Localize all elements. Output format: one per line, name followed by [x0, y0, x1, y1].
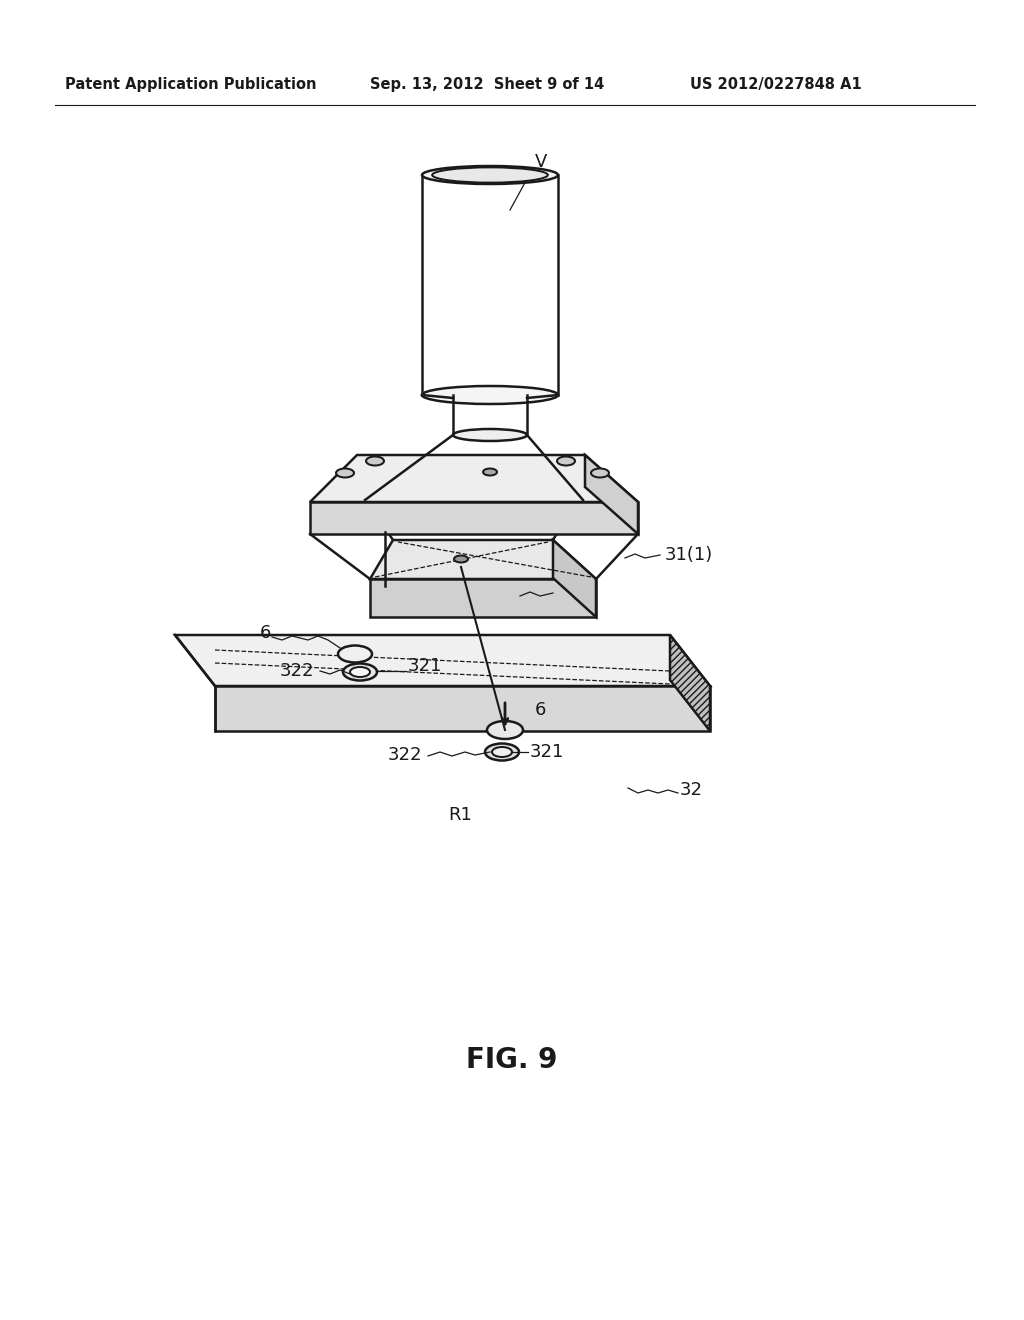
Text: FIG. 9: FIG. 9	[466, 1045, 558, 1074]
Text: US 2012/0227848 A1: US 2012/0227848 A1	[690, 78, 862, 92]
Ellipse shape	[338, 645, 372, 663]
Ellipse shape	[483, 469, 497, 475]
Ellipse shape	[432, 168, 548, 182]
Ellipse shape	[485, 743, 519, 760]
Ellipse shape	[350, 667, 370, 677]
Polygon shape	[175, 635, 710, 686]
Ellipse shape	[366, 457, 384, 466]
Text: R1: R1	[449, 807, 472, 824]
Text: Patent Application Publication: Patent Application Publication	[65, 78, 316, 92]
Text: 322: 322	[280, 663, 314, 680]
Text: 321: 321	[408, 657, 442, 675]
Polygon shape	[670, 635, 710, 731]
Text: 31(1): 31(1)	[665, 546, 714, 564]
Ellipse shape	[453, 429, 527, 441]
Text: Sep. 13, 2012  Sheet 9 of 14: Sep. 13, 2012 Sheet 9 of 14	[370, 78, 604, 92]
Polygon shape	[585, 455, 638, 535]
Ellipse shape	[422, 166, 558, 183]
Polygon shape	[310, 455, 638, 502]
Ellipse shape	[557, 457, 575, 466]
Text: 32: 32	[680, 781, 703, 799]
Text: V: V	[535, 153, 548, 172]
Polygon shape	[370, 579, 596, 616]
Polygon shape	[310, 502, 638, 535]
Ellipse shape	[591, 469, 609, 478]
Text: 322: 322	[388, 746, 423, 764]
Ellipse shape	[336, 469, 354, 478]
Polygon shape	[553, 540, 596, 616]
Text: 6: 6	[535, 701, 547, 719]
Ellipse shape	[454, 556, 468, 562]
Ellipse shape	[343, 664, 377, 681]
Polygon shape	[215, 686, 710, 731]
Ellipse shape	[422, 385, 558, 404]
Polygon shape	[370, 540, 596, 579]
Ellipse shape	[487, 721, 523, 739]
Text: 321: 321	[530, 743, 564, 762]
Ellipse shape	[492, 747, 512, 756]
Text: 6: 6	[260, 624, 271, 642]
Text: 311: 311	[555, 587, 589, 606]
